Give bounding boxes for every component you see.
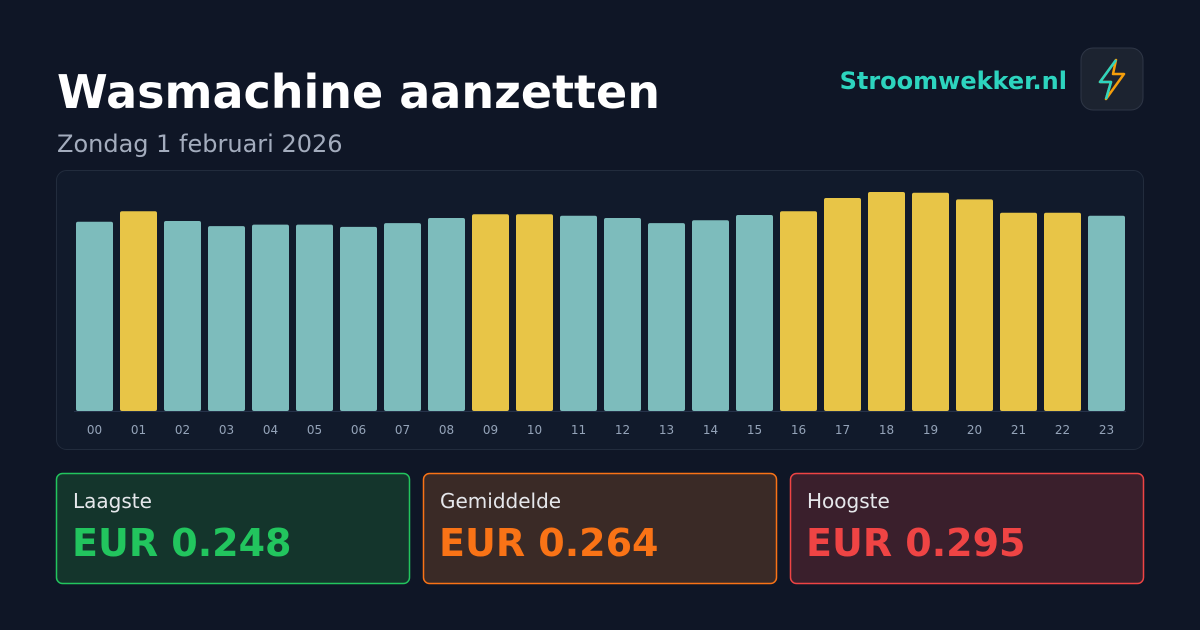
x-tick-label: 16: [791, 423, 806, 437]
stat-label: Laagste: [73, 489, 152, 513]
bar: [1044, 212, 1081, 411]
bar: [340, 226, 377, 411]
x-tick-label: 08: [439, 423, 454, 437]
x-tick-label: 18: [879, 423, 894, 437]
bar: [560, 215, 597, 411]
x-tick-label: 21: [1011, 423, 1026, 437]
bar: [824, 197, 861, 411]
bar: [76, 221, 113, 411]
bar: [472, 214, 509, 411]
logo-box: [1080, 47, 1144, 111]
x-tick-label: 19: [923, 423, 938, 437]
bar: [604, 217, 641, 411]
x-tick-label: 07: [395, 423, 410, 437]
bar: [208, 226, 245, 411]
stat-card: [422, 472, 778, 585]
stat-value: EUR 0.248: [72, 521, 292, 565]
bar: [780, 211, 817, 411]
stat-label: Hoogste: [807, 489, 890, 513]
bar: [164, 220, 201, 411]
bar: [736, 215, 773, 411]
bar: [296, 224, 333, 411]
bar: [1088, 215, 1125, 411]
stat-card: [789, 472, 1145, 585]
brand: Stroomwekker.nl: [840, 67, 1067, 95]
x-tick-label: 04: [263, 423, 278, 437]
bar: [252, 224, 289, 411]
x-tick-label: 17: [835, 423, 850, 437]
subtitle: Zondag 1 februari 2026: [57, 130, 343, 158]
bar: [956, 199, 993, 411]
x-tick-label: 02: [175, 423, 190, 437]
bar: [648, 223, 685, 411]
x-tick-label: 05: [307, 423, 322, 437]
title: Wasmachine aanzetten: [57, 65, 660, 119]
x-tick-label: 00: [87, 423, 102, 437]
x-tick-label: 15: [747, 423, 762, 437]
bar: [428, 217, 465, 411]
x-tick-label: 10: [527, 423, 542, 437]
stat-value: EUR 0.264: [439, 521, 659, 565]
x-tick-label: 03: [219, 423, 234, 437]
bar: [1000, 212, 1037, 411]
x-tick-label: 20: [967, 423, 982, 437]
x-tick-label: 01: [131, 423, 146, 437]
x-tick-label: 06: [351, 423, 366, 437]
x-tick-label: 14: [703, 423, 718, 437]
x-tick-label: 09: [483, 423, 498, 437]
x-tick-label: 23: [1099, 423, 1114, 437]
bar: [912, 192, 949, 411]
x-tick-label: 12: [615, 423, 630, 437]
logo-bolt-accent: [1098, 59, 1118, 100]
stat-card: [55, 472, 411, 585]
bar: [868, 192, 905, 411]
x-tick-label: 22: [1055, 423, 1070, 437]
stat-value: EUR 0.295: [806, 521, 1026, 565]
x-tick-label: 13: [659, 423, 674, 437]
stat-label: Gemiddelde: [440, 489, 561, 513]
bar: [516, 214, 553, 411]
bar: [692, 220, 729, 411]
x-tick-label: 11: [571, 423, 586, 437]
bar: [120, 211, 157, 411]
bar: [384, 223, 421, 411]
